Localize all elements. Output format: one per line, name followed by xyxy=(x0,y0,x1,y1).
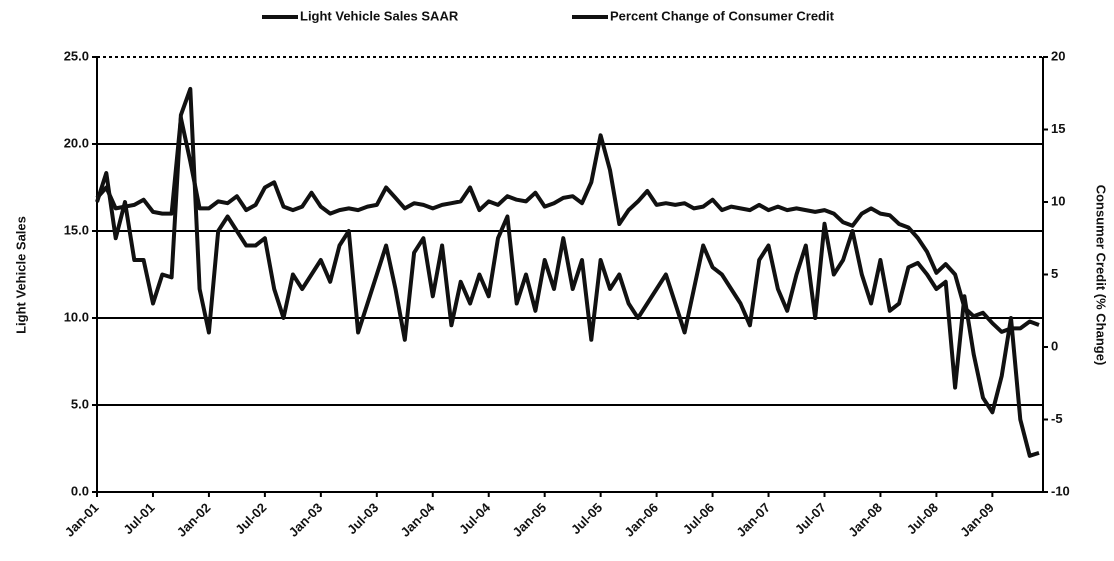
y-tick-label: 5.0 xyxy=(71,396,89,411)
y-tick-label: 0.0 xyxy=(71,483,89,498)
y2-axis-title: Consumer Credit (% Change) xyxy=(1094,185,1109,366)
y2-tick-label: 5 xyxy=(1051,266,1058,281)
y2-tick-label: 10 xyxy=(1051,193,1065,208)
y-tick-label: 10.0 xyxy=(64,309,89,324)
x-tick-label: Jan-07 xyxy=(733,500,773,540)
y2-tick-label: 0 xyxy=(1051,338,1058,353)
legend-label: Light Vehicle Sales SAAR xyxy=(300,8,459,23)
legend-label: Percent Change of Consumer Credit xyxy=(610,8,835,23)
x-tick-label: Jan-05 xyxy=(509,500,549,540)
x-tick-label: Jul-04 xyxy=(456,499,494,537)
x-tick-label: Jul-02 xyxy=(232,500,269,537)
y-tick-label: 25.0 xyxy=(64,48,89,63)
x-tick-label: Jul-08 xyxy=(904,500,941,537)
x-tick-label: Jan-09 xyxy=(957,500,997,540)
x-tick-label: Jan-03 xyxy=(286,500,326,540)
y2-tick-label: 20 xyxy=(1051,48,1065,63)
y-axis-title: Light Vehicle Sales xyxy=(13,216,28,334)
x-tick-label: Jan-04 xyxy=(398,499,438,539)
x-tick-label: Jul-03 xyxy=(344,500,381,537)
y-tick-label: 15.0 xyxy=(64,222,89,237)
x-tick-label: Jan-02 xyxy=(174,500,214,540)
y-tick-label: 20.0 xyxy=(64,135,89,150)
x-tick-label: Jan-01 xyxy=(62,500,102,540)
series-line xyxy=(95,86,1040,458)
x-tick-label: Jul-05 xyxy=(568,500,605,537)
x-tick-label: Jul-06 xyxy=(680,500,717,537)
y2-tick-label: 15 xyxy=(1051,121,1065,136)
y2-tick-label: -5 xyxy=(1051,411,1063,426)
x-tick-label: Jan-08 xyxy=(845,500,885,540)
x-tick-label: Jul-01 xyxy=(120,500,157,537)
y2-tick-label: -10 xyxy=(1051,483,1070,498)
x-tick-label: Jan-06 xyxy=(621,500,661,540)
x-tick-label: Jul-07 xyxy=(792,500,829,537)
series-line xyxy=(95,115,1040,334)
